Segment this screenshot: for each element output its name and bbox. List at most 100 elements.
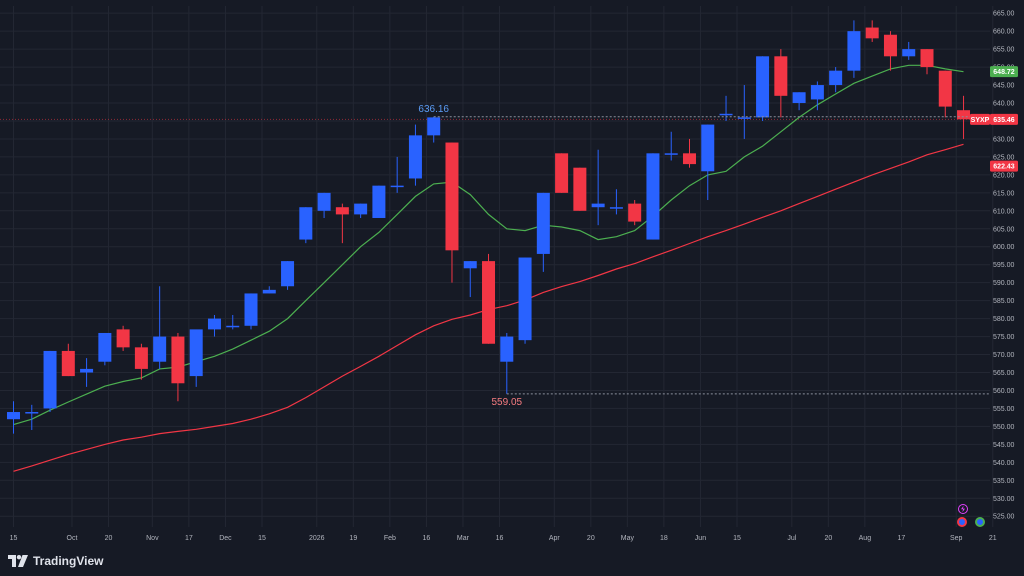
candle[interactable] <box>482 253 496 344</box>
candle[interactable] <box>134 343 148 380</box>
indicator-icon[interactable] <box>975 517 985 527</box>
candle[interactable] <box>262 286 276 294</box>
candle[interactable] <box>628 200 642 226</box>
price-axis[interactable]: 525.00 530.00 535.00 540.00 545.00 550.00 555.… <box>993 11 1015 521</box>
time-tick-label: 15 <box>258 535 266 542</box>
price-tick-label: 580.00 <box>993 316 1015 323</box>
candle[interactable] <box>25 404 39 430</box>
candle[interactable] <box>701 124 715 201</box>
price-tag-bg <box>990 113 1018 125</box>
candle[interactable] <box>883 31 897 71</box>
candle[interactable] <box>664 131 678 161</box>
annotation-label: 636.16 <box>418 104 449 115</box>
candle-body <box>98 332 112 362</box>
time-tick-label: May <box>621 535 635 542</box>
time-tick-label: 20 <box>105 535 113 542</box>
candle[interactable] <box>737 85 751 139</box>
price-tick-label: 585.00 <box>993 298 1015 305</box>
candle[interactable] <box>609 189 623 215</box>
time-tick-label: Aug <box>859 535 872 542</box>
time-tick-label: 16 <box>496 535 504 542</box>
candle[interactable] <box>80 358 94 387</box>
time-tick-label: Jul <box>787 535 796 542</box>
price-tag: 635.46 <box>990 113 1018 125</box>
candle[interactable] <box>500 332 514 394</box>
price-tick-label: 620.00 <box>993 172 1015 179</box>
candle-body <box>902 49 916 57</box>
candle[interactable] <box>810 81 824 111</box>
candle[interactable] <box>938 70 952 118</box>
candle[interactable] <box>829 67 843 93</box>
candle-body <box>299 207 313 240</box>
candle[interactable] <box>116 325 130 351</box>
price-tick-label: 630.00 <box>993 136 1015 143</box>
indicator-icon[interactable] <box>957 517 967 527</box>
candle-body <box>573 167 587 211</box>
candle-body <box>61 350 75 377</box>
price-tick-label: 625.00 <box>993 154 1015 161</box>
candle-body <box>335 207 349 215</box>
candle-body <box>153 336 167 362</box>
price-tick-label: 560.00 <box>993 388 1015 395</box>
candle[interactable] <box>573 167 587 211</box>
candle[interactable] <box>774 49 788 118</box>
candle[interactable] <box>682 138 696 168</box>
candle[interactable] <box>902 41 916 60</box>
candle[interactable] <box>646 153 660 240</box>
tradingview-brand[interactable]: TradingView <box>8 553 103 569</box>
candle[interactable] <box>445 142 459 283</box>
candle[interactable] <box>244 293 258 330</box>
candle-body <box>207 318 221 330</box>
candle[interactable] <box>299 207 313 244</box>
candle-body <box>281 261 295 287</box>
time-tick-label: 15 <box>10 535 18 542</box>
candle-body <box>189 329 203 377</box>
candle[interactable] <box>408 124 422 186</box>
candle[interactable] <box>207 315 221 337</box>
candle[interactable] <box>865 20 879 42</box>
candle-body <box>920 49 934 68</box>
candle-body <box>390 185 404 188</box>
candle[interactable] <box>153 286 167 369</box>
annotation-label: 559.05 <box>491 397 522 408</box>
candle[interactable] <box>98 332 112 366</box>
candle-body <box>25 412 39 414</box>
price-tag-bg <box>970 113 990 125</box>
candle[interactable] <box>317 192 331 218</box>
candle[interactable] <box>7 401 20 434</box>
candle-body <box>500 336 514 362</box>
time-tick-label: 17 <box>898 535 906 542</box>
candle[interactable] <box>427 116 441 143</box>
candle[interactable] <box>792 92 806 111</box>
candle[interactable] <box>335 203 349 244</box>
price-tag-bg <box>990 160 1018 172</box>
candle[interactable] <box>281 261 295 290</box>
candle[interactable] <box>61 343 75 377</box>
time-tick-label: Apr <box>549 535 561 542</box>
candle-body <box>682 153 696 165</box>
candle[interactable] <box>390 156 404 193</box>
candle[interactable] <box>354 203 368 218</box>
candle[interactable] <box>226 315 240 330</box>
candle[interactable] <box>847 20 861 78</box>
candle[interactable] <box>957 95 971 139</box>
time-tick-label: 18 <box>660 535 668 542</box>
candle[interactable] <box>756 56 770 121</box>
price-tag-label: 635.46 <box>993 117 1015 124</box>
time-axis[interactable]: 15 Oct 20 Nov 17 Dec 15 2026 19 Feb 16 Mar 16 Apr 20 Ma… <box>10 535 997 542</box>
candle[interactable] <box>536 192 550 272</box>
lightning-icon[interactable] <box>958 504 968 514</box>
candle[interactable] <box>591 149 605 226</box>
candle[interactable] <box>189 329 203 387</box>
candle[interactable] <box>518 257 532 344</box>
candle[interactable] <box>171 332 185 402</box>
candle-body <box>829 70 843 86</box>
candle[interactable] <box>920 49 934 75</box>
candle-body <box>957 110 971 120</box>
candle[interactable] <box>463 261 477 298</box>
candle-body <box>354 203 368 215</box>
candle[interactable] <box>372 185 386 218</box>
candle[interactable] <box>555 153 569 193</box>
candle[interactable] <box>43 350 57 413</box>
